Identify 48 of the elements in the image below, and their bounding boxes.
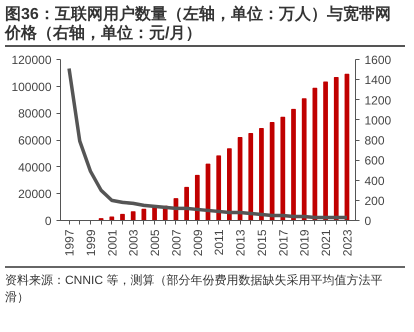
x-tick-label: 2013 xyxy=(234,229,248,256)
x-tick-label: 2015 xyxy=(254,229,269,256)
bar xyxy=(142,208,146,220)
y-tick-label: 80000 xyxy=(18,106,52,121)
bar xyxy=(323,82,328,220)
bar xyxy=(291,108,296,220)
y2-tick-label: 1400 xyxy=(364,73,392,88)
y2-tick-label: 400 xyxy=(364,174,385,188)
x-tick-label: 2023 xyxy=(340,229,354,256)
x-tick-label: 2009 xyxy=(190,229,205,256)
x-tick-label: 2003 xyxy=(126,229,141,256)
bar xyxy=(270,122,274,220)
bar xyxy=(259,128,264,220)
text: 资料来源：CNNIC 等，测算（部分年份费用数据缺失采用平均值方法平滑） xyxy=(5,272,384,306)
chart-title: 图36：互联网用户数量（左轴，单位：万人）与宽带网价格（右轴，单位：元/月） xyxy=(5,5,392,43)
x-tick-label: 2001 xyxy=(105,229,120,256)
y-tick-label: 0 xyxy=(44,214,52,228)
x-tick-label: 2007 xyxy=(169,229,184,256)
bar xyxy=(344,74,350,220)
bar xyxy=(302,98,307,220)
y2-tick-label: 1200 xyxy=(364,93,392,108)
bar xyxy=(120,214,125,220)
bar xyxy=(280,116,286,220)
y2-tick-label: 1600 xyxy=(364,53,392,67)
x-tick-label: 1997 xyxy=(62,229,77,256)
x-tick-label: 1999 xyxy=(84,229,98,256)
y-tick-label: 40000 xyxy=(18,160,52,174)
y2-tick-label: 600 xyxy=(364,154,385,168)
y2-tick-label: 200 xyxy=(364,194,385,208)
y-tick-label: 120000 xyxy=(11,53,52,67)
y-tick-label: 20000 xyxy=(18,187,52,202)
x-tick-label: 2005 xyxy=(148,229,162,256)
bar xyxy=(227,148,232,220)
y2-tick-label: 800 xyxy=(364,134,385,148)
x-tick-label: 2017 xyxy=(276,229,290,256)
y-tick-label: 100000 xyxy=(11,80,52,94)
y2-tick-label: 1000 xyxy=(364,113,392,128)
bar xyxy=(248,133,254,220)
bar xyxy=(334,76,339,220)
x-tick-label: 2011 xyxy=(212,229,226,256)
x-tick-label: 2019 xyxy=(298,229,312,256)
y-tick-label: 60000 xyxy=(18,134,52,148)
x-tick-label: 2021 xyxy=(319,229,334,256)
y2-tick-label: 0 xyxy=(364,214,372,228)
bar xyxy=(206,164,210,220)
bar xyxy=(238,136,242,220)
bar xyxy=(312,88,318,220)
bar xyxy=(152,206,157,220)
